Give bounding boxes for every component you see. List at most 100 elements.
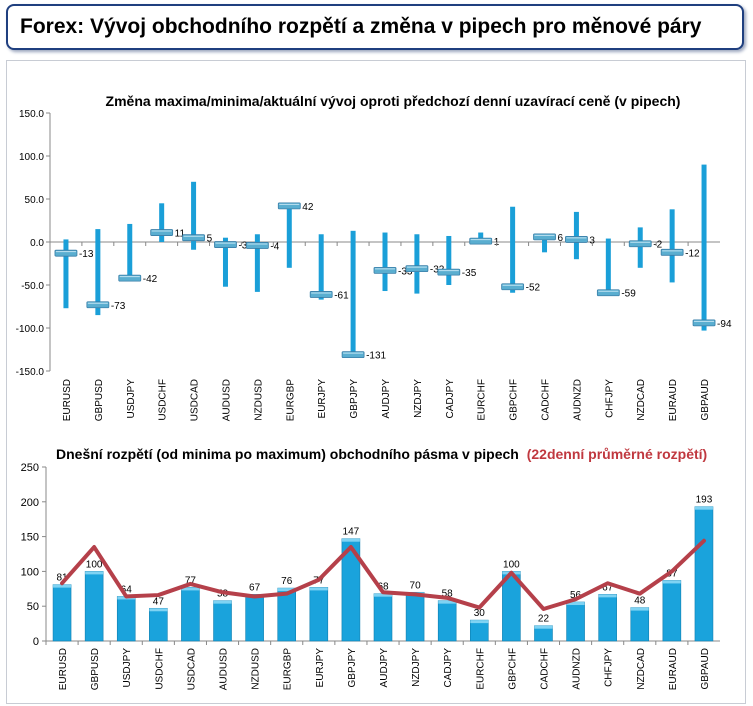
spread-category-label: NZDJPY (411, 648, 422, 687)
spread-chart-title-highlight: (22denní průměrné rozpětí) (527, 446, 707, 462)
current-value-label: -33 (398, 266, 413, 277)
current-value-label: -52 (526, 283, 541, 294)
range-bar (637, 227, 643, 268)
spread-category-label: EURJPY (315, 648, 326, 688)
spread-category-label: GBPAUD (700, 648, 711, 690)
spread-value-label: 67 (249, 582, 261, 593)
current-value-label: -73 (111, 301, 126, 312)
current-marker (565, 236, 588, 243)
average-range-line (60, 538, 706, 611)
spread-category-label: USDJPY (122, 648, 133, 688)
range-category-label: CADJPY (445, 379, 456, 419)
spread-y-tick-label: 100 (21, 566, 39, 578)
range-y-tick-label: -100.0 (16, 324, 45, 335)
spread-bar-top (85, 571, 104, 575)
range-category-label: GBPUSD (94, 379, 105, 421)
spread-bar-top (374, 593, 392, 597)
spread-bar (437, 600, 457, 642)
spread-value-label: 100 (86, 559, 103, 570)
range-category-label: NZDCAD (636, 379, 647, 421)
spread-y-tick-label: 200 (21, 497, 39, 509)
current-marker (533, 233, 556, 241)
range-bar (191, 181, 197, 250)
range-category-label: GBPJPY (349, 379, 360, 419)
current-marker (118, 274, 142, 282)
spread-bar-top (53, 584, 72, 588)
current-marker (277, 202, 301, 210)
spread-category-label: AUDUSD (219, 648, 230, 690)
current-value-label: -13 (79, 249, 94, 260)
current-value-label: 5 (207, 234, 213, 245)
current-marker (182, 234, 205, 242)
spread-y-tick-label: 250 (21, 462, 39, 474)
current-value-label: -35 (462, 268, 477, 279)
current-marker (341, 351, 365, 359)
range-bar (382, 232, 388, 292)
current-value-label: -94 (717, 319, 732, 330)
range-category-label: EURCHF (477, 379, 488, 421)
current-value-label: -59 (621, 289, 636, 300)
spread-value-label: 30 (474, 608, 486, 619)
current-marker (660, 248, 684, 256)
range-bar (605, 238, 611, 295)
spread-value-label: 193 (696, 495, 713, 506)
spread-category-label: CHFJPY (604, 648, 615, 687)
current-value-label: -3 (238, 241, 247, 252)
range-y-tick-label: 100.0 (19, 152, 44, 163)
range-y-tick-label: -50.0 (21, 281, 44, 292)
page-title: Forex: Vývoj obchodního rozpětí a změna … (20, 15, 702, 38)
spread-value-label: 100 (503, 559, 520, 570)
spread-value-label: 67 (602, 582, 614, 593)
range-category-label: AUDUSD (221, 379, 232, 421)
current-value-label: -32 (430, 265, 445, 276)
spread-category-label: NZDCAD (636, 648, 647, 690)
current-marker (373, 266, 397, 274)
current-marker (596, 289, 620, 297)
spread-category-label: GBPJPY (347, 648, 358, 688)
range-bar (669, 209, 675, 283)
current-marker (214, 241, 237, 248)
spread-bar (213, 600, 232, 642)
spread-category-label: USDCHF (154, 648, 165, 690)
spread-category-label: EURCHF (475, 648, 486, 690)
range-chart: Změna maxima/minima/aktuální vývoj oprot… (16, 93, 732, 421)
range-bar (159, 203, 165, 242)
spread-value-label: 77 (185, 575, 197, 586)
spread-bar-top (694, 506, 713, 510)
spread-value-label: 70 (410, 580, 422, 591)
spread-category-label: CADJPY (443, 648, 454, 688)
range-bar (318, 234, 324, 300)
current-value-label: -131 (366, 351, 386, 362)
spread-bar-top (213, 600, 232, 604)
range-category-label: EURGBP (285, 379, 296, 422)
spread-bar (84, 571, 104, 642)
range-y-tick-label: 0.0 (30, 238, 44, 249)
spread-value-label: 87 (666, 568, 678, 579)
spread-bar-top (149, 608, 168, 612)
spread-bar (469, 619, 489, 642)
current-value-label: 3 (589, 235, 595, 246)
current-marker (150, 229, 174, 236)
spread-category-label: EURAUD (668, 648, 679, 690)
spread-bar (52, 584, 72, 642)
spread-bar (181, 587, 200, 642)
range-bar (63, 239, 69, 309)
range-bar (446, 235, 452, 285)
spread-category-label: EURGBP (283, 648, 294, 691)
spread-bar-top (662, 580, 681, 584)
range-bar (573, 211, 579, 260)
spread-bar (373, 593, 393, 642)
range-category-label: AUDNZD (572, 379, 583, 421)
spread-bar-top (598, 594, 617, 598)
spread-category-label: GBPUSD (90, 648, 101, 690)
spread-bar-top (566, 602, 585, 606)
spread-category-label: USDCAD (186, 648, 197, 690)
spread-value-label: 64 (121, 584, 133, 595)
spread-bar-top (181, 587, 200, 591)
range-bar (286, 204, 292, 268)
spread-bar-top (438, 600, 457, 604)
current-marker (501, 283, 525, 291)
spread-value-label: 68 (377, 582, 389, 593)
spread-bar (694, 506, 714, 642)
spread-category-label: GBPCHF (507, 648, 518, 690)
